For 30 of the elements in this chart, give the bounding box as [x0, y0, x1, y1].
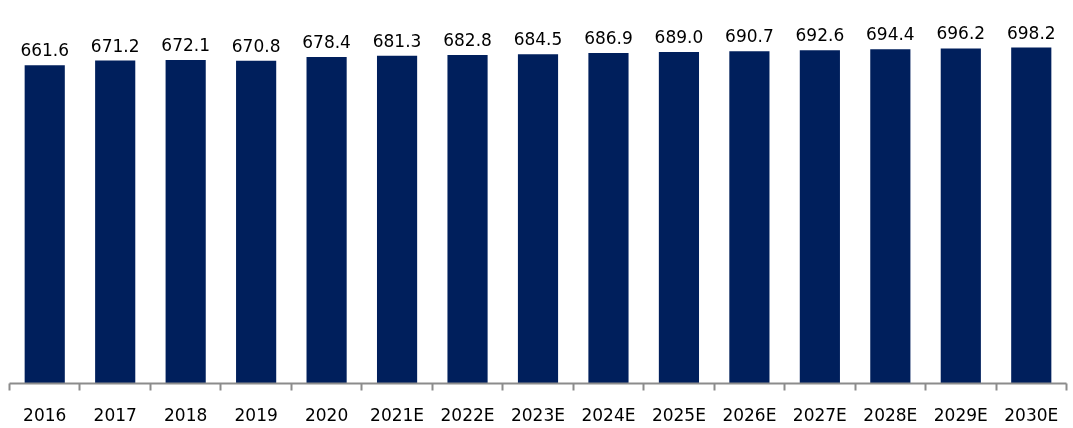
- x-tick-label: 2017: [93, 404, 137, 425]
- data-label: 686.9: [584, 27, 633, 48]
- x-tick-label: 2025E: [651, 404, 706, 425]
- x-tick-label: 2024E: [581, 404, 636, 425]
- data-label: 684.5: [513, 29, 563, 50]
- data-label: 670.8: [231, 35, 281, 56]
- x-tick-label: 2026E: [722, 404, 777, 425]
- x-tick-label: 2030E: [1004, 404, 1059, 425]
- x-tick-label: 2021E: [370, 404, 425, 425]
- x-tick-label: 2023E: [511, 404, 566, 425]
- x-tick-label: 2018: [164, 404, 208, 425]
- data-label: 671.2: [90, 35, 140, 56]
- data-label: 694.4: [866, 24, 915, 45]
- data-label: 661.6: [20, 40, 70, 61]
- data-label: 678.4: [302, 32, 351, 53]
- data-label: 696.2: [936, 23, 986, 44]
- data-label: 698.2: [1006, 22, 1056, 43]
- data-label: 682.8: [443, 29, 492, 50]
- data-label: 689.0: [654, 26, 704, 47]
- x-tick-label: 2019: [234, 404, 278, 425]
- x-tick-label: 2020: [304, 404, 349, 425]
- x-tick-label: 2028E: [863, 404, 918, 425]
- x-tick-label: 2029E: [933, 404, 988, 425]
- data-label: 692.6: [795, 25, 845, 46]
- x-tick-label: 2027E: [792, 404, 847, 425]
- data-label: 672.1: [161, 35, 210, 56]
- x-tick-label: 2022E: [440, 404, 495, 425]
- data-label: 681.3: [372, 30, 422, 51]
- data-label: 690.7: [725, 26, 774, 47]
- x-tick-label: 2016: [23, 404, 67, 425]
